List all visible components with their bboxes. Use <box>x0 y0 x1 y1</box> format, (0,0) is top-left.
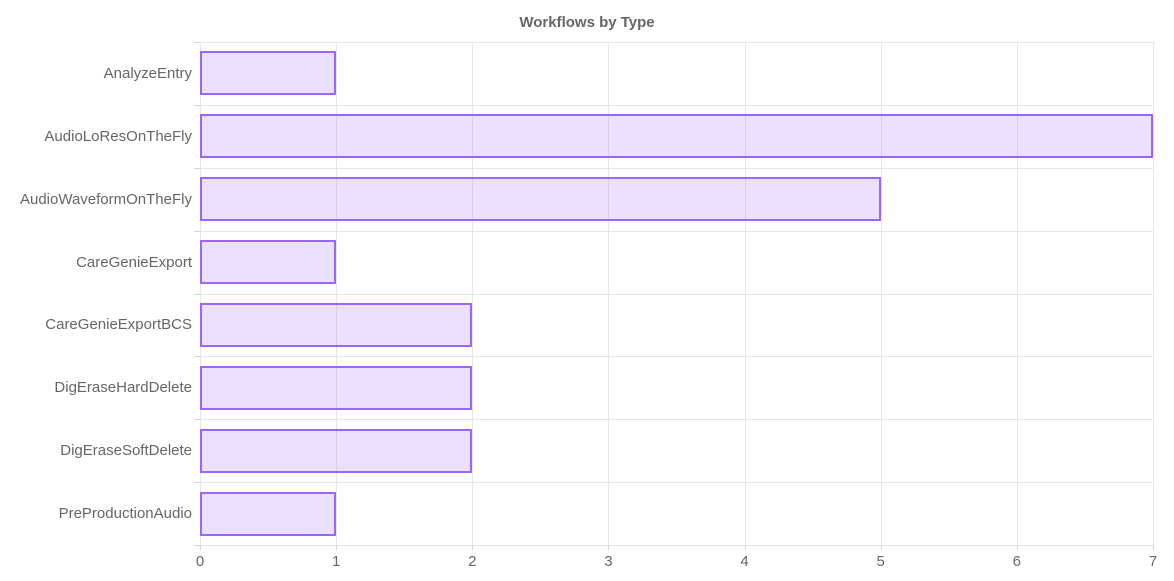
gridline-horizontal <box>200 230 1153 232</box>
x-axis-tick-label: 3 <box>604 553 613 570</box>
x-axis-tick-label: 1 <box>331 553 341 570</box>
bar-AudioLoResOnTheFly[interactable] <box>200 114 1153 159</box>
gridline-horizontal <box>200 167 1153 169</box>
gridline-horizontal <box>200 104 1153 106</box>
x-axis-tick <box>1016 545 1018 550</box>
y-axis-label: DigEraseHardDelete <box>54 379 192 397</box>
y-axis-tick <box>194 545 200 546</box>
y-axis-tick <box>194 104 200 106</box>
y-axis-label: CareGenieExportBCS <box>45 316 192 334</box>
bar-AnalyzeEntry[interactable] <box>200 51 337 96</box>
y-axis-label: AnalyzeEntry <box>103 64 192 82</box>
gridline-horizontal <box>200 545 1153 546</box>
x-axis-tick-label: 4 <box>740 553 749 570</box>
gridline-vertical <box>1153 42 1154 545</box>
gridline-horizontal <box>200 356 1153 358</box>
y-axis-tick <box>194 419 200 421</box>
bar-AudioWaveformOnTheFly[interactable] <box>200 177 881 222</box>
x-axis-tick-label: 2 <box>468 553 477 570</box>
x-axis-tick <box>1153 545 1154 550</box>
x-axis-tick <box>608 545 610 550</box>
plot-area <box>200 42 1154 546</box>
chart-title: Workflows by Type <box>519 14 655 31</box>
x-axis-tick-label: 5 <box>876 553 885 570</box>
x-axis-tick-label: 0 <box>195 553 205 570</box>
x-axis-tick-label: 7 <box>1148 553 1158 570</box>
y-axis-labels: AnalyzeEntry AudioLoResOnTheFly AudioWavef… <box>0 42 192 545</box>
gridline-horizontal <box>200 42 1153 43</box>
y-axis-label: CareGenieExport <box>76 253 192 271</box>
y-axis-tick <box>194 167 200 169</box>
x-axis-tick-label: 6 <box>1012 553 1022 570</box>
bar-DigEraseHardDelete[interactable] <box>200 365 473 410</box>
x-axis-tick <box>744 545 746 550</box>
x-axis-tick <box>472 545 474 550</box>
x-axis-tick <box>336 545 338 550</box>
y-axis-tick <box>194 356 200 358</box>
y-axis-label: AudioLoResOnTheFly <box>44 127 192 145</box>
y-axis-label: AudioWaveformOnTheFly <box>19 190 192 208</box>
bar-DigEraseSoftDelete[interactable] <box>200 428 473 473</box>
bar-PreProductionAudio[interactable] <box>200 491 337 536</box>
bar-CareGenieExport[interactable] <box>200 240 337 285</box>
y-axis-tick <box>194 482 200 484</box>
y-axis-tick <box>194 42 200 43</box>
y-axis-label: PreProductionAudio <box>58 505 192 523</box>
gridline-horizontal <box>200 482 1153 484</box>
gridline-horizontal <box>200 293 1153 295</box>
x-axis-tick <box>880 545 882 550</box>
y-axis-label: DigEraseSoftDelete <box>60 442 192 460</box>
y-axis-tick <box>194 230 200 232</box>
x-axis-tick <box>200 545 201 550</box>
bar-CareGenieExportBCS[interactable] <box>200 302 473 347</box>
y-axis-tick <box>194 293 200 295</box>
gridline-horizontal <box>200 419 1153 421</box>
